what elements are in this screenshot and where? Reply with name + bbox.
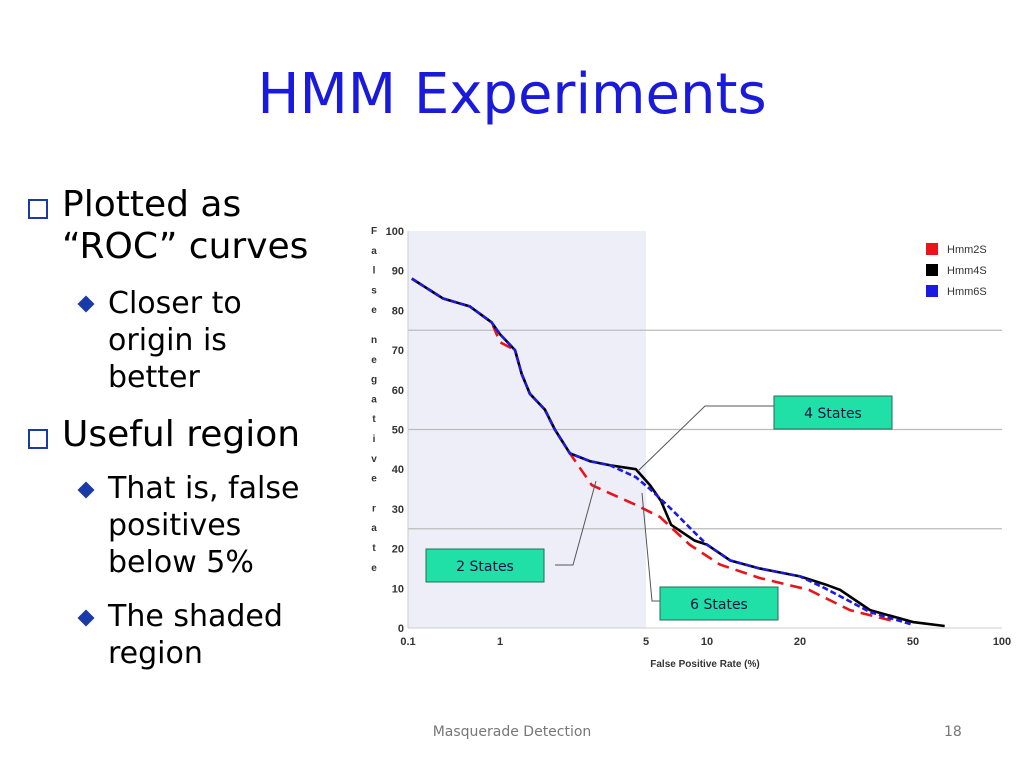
legend-label: Hmm2S (947, 244, 987, 256)
y-axis-label-letter: t (372, 543, 376, 554)
y-axis-label-letter: a (371, 523, 377, 534)
legend-swatch (926, 285, 938, 297)
y-axis-label-letter: a (371, 246, 377, 257)
legend-swatch (926, 243, 938, 255)
annotation-box (659, 586, 779, 621)
y-axis-label-letter: t (372, 414, 376, 425)
bullet-1-sub-1: Closer to origin is better (108, 286, 242, 395)
series-line-Hmm6S (411, 277, 914, 627)
y-tick-label: 90 (392, 266, 404, 278)
page-number: 18 (944, 724, 962, 740)
x-tick-label: 1 (497, 636, 503, 648)
x-tick-label: 50 (907, 636, 919, 648)
annotation-box (773, 395, 893, 430)
y-axis-label-letter: s (371, 285, 377, 296)
legend-swatch (926, 264, 938, 276)
y-axis-label-letter: a (371, 394, 377, 405)
annotation-label: 4 States (804, 406, 862, 422)
x-tick-label: 10 (701, 636, 713, 648)
bullet-1: Plotted as “ROC” curves (62, 184, 309, 267)
annotation-leader-line (637, 405, 774, 472)
y-tick-label: 80 (392, 305, 404, 317)
footer-text: Masquerade Detection (432, 724, 592, 740)
y-axis-label-letter: v (371, 454, 377, 465)
square-bullet-icon (28, 429, 48, 449)
y-axis-label-letter: i (373, 434, 376, 445)
y-axis-label-letter: l (373, 266, 376, 277)
y-axis-label-letter: r (372, 503, 376, 514)
annotation-leader-line (641, 492, 660, 602)
legend-label: Hmm4S (947, 265, 987, 277)
bullet-2-sub-1: That is, false positives below 5% (108, 471, 300, 580)
y-tick-label: 100 (386, 226, 404, 238)
annotation-label: 2 States (456, 559, 514, 575)
y-tick-label: 40 (392, 464, 404, 476)
bullet-2: Useful region (62, 414, 301, 455)
x-tick-label: 100 (993, 636, 1011, 648)
y-axis-label-letter: e (371, 305, 377, 316)
y-tick-label: 20 (392, 544, 404, 556)
y-axis-label-letter: F (371, 226, 377, 237)
y-tick-label: 0 (398, 623, 404, 635)
annotation-box (425, 548, 545, 583)
y-tick-label: 30 (392, 504, 404, 516)
y-tick-label: 10 (392, 583, 404, 595)
x-tick-label: 5 (643, 636, 649, 648)
annotation-leader-line (555, 480, 597, 566)
y-tick-label: 70 (392, 345, 404, 357)
y-tick-label: 50 (392, 425, 404, 437)
x-tick-label: 20 (794, 636, 806, 648)
y-axis-label-letter: e (371, 474, 377, 485)
annotation-label: 6 States (690, 597, 748, 613)
x-axis-label: False Positive Rate (%) (650, 659, 759, 670)
bullet-2-sub-2: The shaded region (108, 599, 283, 671)
y-axis-label-letter: e (371, 355, 377, 366)
square-bullet-icon (28, 199, 48, 219)
legend-label: Hmm6S (947, 286, 987, 298)
y-axis-label-letter: g (371, 375, 377, 386)
y-axis-label-letter: e (371, 563, 377, 574)
y-tick-label: 60 (392, 385, 404, 397)
x-tick-label: 0.1 (400, 636, 415, 648)
slide-title: HMM Experiments (257, 62, 767, 127)
y-axis-label-letter: n (371, 335, 377, 346)
